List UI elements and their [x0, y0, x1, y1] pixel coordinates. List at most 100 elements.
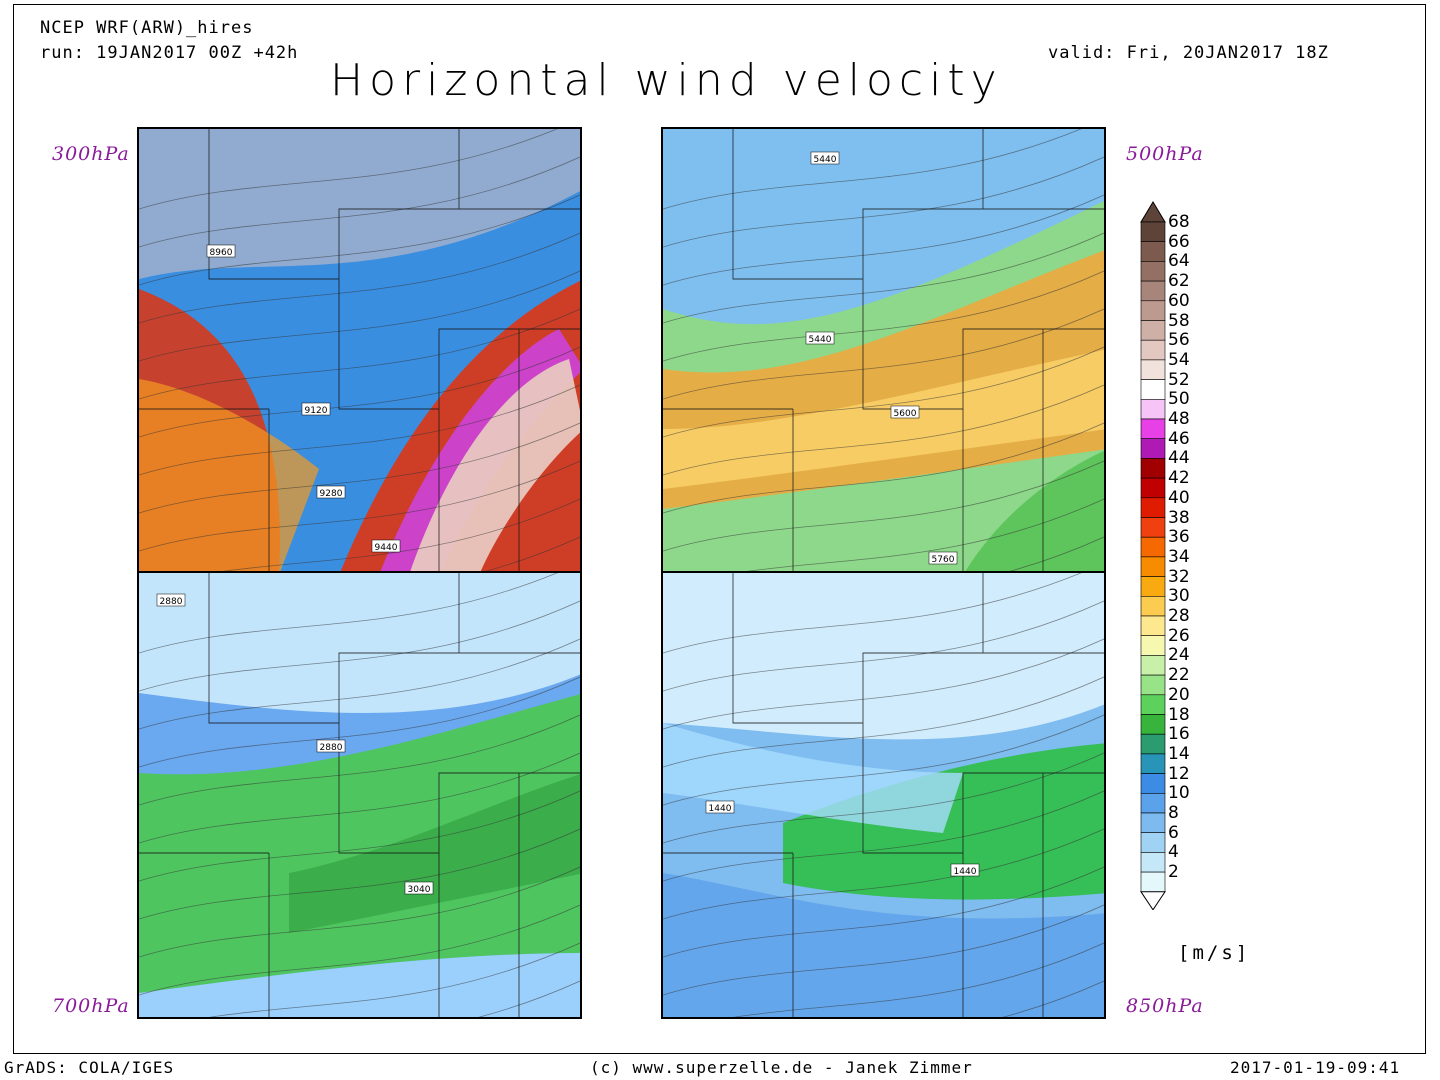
colorbar-tick-label: 58 — [1168, 310, 1190, 331]
colorbar-swatch — [1140, 517, 1166, 538]
colorbar-tick-label: 30 — [1168, 586, 1190, 607]
svg-text:2880: 2880 — [320, 743, 343, 753]
colorbar-swatch — [1140, 497, 1166, 518]
colorbar-tick-label: 34 — [1168, 546, 1190, 567]
colorbar-swatch — [1140, 852, 1166, 873]
level-label-850: 850hPa — [1126, 995, 1204, 1017]
svg-text:9280: 9280 — [320, 489, 343, 499]
colorbar-swatch — [1140, 832, 1166, 853]
colorbar-tick-label: 6 — [1168, 822, 1179, 843]
colorbar-tick-label: 4 — [1168, 842, 1179, 863]
colorbar-tick-label: 64 — [1168, 251, 1190, 272]
colorbar-tick-label: 38 — [1168, 507, 1190, 528]
colorbar-tick-label: 46 — [1168, 428, 1190, 449]
colorbar-swatch — [1140, 773, 1166, 794]
colorbar-tick-label: 14 — [1168, 743, 1190, 764]
colorbar-swatch — [1140, 595, 1166, 617]
colorbar-swatch — [1140, 359, 1166, 380]
level-label-300: 300hPa — [52, 143, 130, 165]
model-name: NCEP WRF(ARW)_hires — [40, 18, 254, 38]
colorbar-tick-label: 54 — [1168, 349, 1190, 370]
colorbar-tick-label: 52 — [1168, 369, 1190, 390]
colorbar-swatch — [1140, 398, 1166, 420]
colorbar-tick-label: 10 — [1168, 783, 1190, 804]
map-panel-300hpa: 8960 9120 9280 9440 — [137, 127, 582, 573]
figure-frame — [13, 4, 1426, 1054]
colorbar-swatch — [1140, 261, 1166, 282]
footer-timestamp: 2017-01-19-09:41 — [1230, 1058, 1401, 1077]
level-label-700: 700hPa — [52, 995, 130, 1017]
contour-label: 5600 — [890, 405, 920, 419]
contour-label: 1440 — [950, 863, 980, 877]
colorbar-tick-label: 28 — [1168, 606, 1190, 626]
colorbar-swatch — [1140, 280, 1166, 302]
map-title: Horizontal wind velocity — [330, 55, 1003, 106]
colorbar-tick-label: 44 — [1168, 448, 1190, 469]
colorbar-tick-label: 24 — [1168, 645, 1190, 666]
colorbar-swatch — [1140, 379, 1166, 400]
colorbar-swatch — [1140, 871, 1166, 893]
colorbar-swatch — [1140, 674, 1166, 696]
colorbar-tick-label: 22 — [1168, 665, 1190, 686]
colorbar-swatch — [1140, 714, 1166, 735]
svg-text:1440: 1440 — [954, 867, 977, 877]
wind-field-svg: 8960 9120 9280 9440 — [139, 129, 580, 571]
colorbar-arrow-top — [1140, 201, 1166, 223]
colorbar-tick-label: 20 — [1168, 684, 1190, 705]
colorbar-swatch — [1140, 300, 1166, 321]
colorbar-swatch — [1140, 438, 1166, 459]
contour-label: 9280 — [316, 485, 346, 499]
colorbar-tick-label: 50 — [1168, 389, 1190, 410]
svg-text:5600: 5600 — [894, 409, 917, 419]
colorbar-tick-label: 26 — [1168, 625, 1190, 646]
svg-text:5760: 5760 — [932, 555, 955, 565]
colorbar-swatch — [1140, 812, 1166, 833]
contour-label: 5760 — [928, 551, 958, 565]
colorbar-tick-label: 48 — [1168, 409, 1190, 429]
svg-text:5440: 5440 — [814, 155, 837, 165]
contour-label: 8960 — [206, 244, 236, 258]
colorbar-tick-label: 68 — [1168, 212, 1190, 232]
colorbar-tick-label: 32 — [1168, 566, 1190, 587]
colorbar-swatch — [1140, 556, 1166, 577]
colorbar-swatch — [1140, 792, 1166, 814]
colorbar-swatch — [1140, 418, 1166, 439]
colorbar-tick-label: 56 — [1168, 330, 1190, 351]
colorbar-swatch — [1140, 477, 1166, 499]
map-panel-850hpa: 1440 1440 — [661, 571, 1106, 1019]
contour-label: 5440 — [805, 331, 835, 345]
colorbar-tick-label: 66 — [1168, 231, 1190, 252]
svg-text:1440: 1440 — [709, 804, 732, 814]
colorbar-svg — [1140, 201, 1166, 911]
colorbar-swatch — [1140, 221, 1166, 242]
contour-label: 2880 — [316, 739, 346, 753]
map-panel-500hpa: 5440 5440 5600 5760 — [661, 127, 1106, 573]
colorbar-tick-label: 42 — [1168, 468, 1190, 489]
colorbar — [1140, 200, 1166, 914]
colorbar-tick-label: 18 — [1168, 704, 1190, 725]
run-info: run: 19JAN2017 00Z +42h — [40, 43, 299, 63]
colorbar-arrow-bottom — [1140, 891, 1166, 911]
colorbar-swatch — [1140, 753, 1166, 774]
svg-text:2880: 2880 — [160, 597, 183, 607]
contour-label: 3040 — [404, 881, 434, 895]
colorbar-swatch — [1140, 615, 1166, 636]
valid-time: valid: Fri, 20JAN2017 18Z — [1048, 43, 1329, 63]
units-label: [m/s] — [1178, 942, 1251, 964]
colorbar-swatch — [1140, 694, 1166, 715]
colorbar-swatch — [1140, 241, 1166, 262]
colorbar-swatch — [1140, 635, 1166, 656]
colorbar-tick-label: 12 — [1168, 763, 1190, 784]
colorbar-swatch — [1140, 576, 1166, 597]
contour-label: 9440 — [371, 539, 401, 553]
colorbar-swatch — [1140, 733, 1166, 755]
contour-label: 1440 — [705, 800, 735, 814]
svg-text:9440: 9440 — [375, 543, 398, 553]
colorbar-tick-label: 2 — [1168, 862, 1179, 883]
contour-label: 9120 — [301, 402, 331, 416]
svg-text:5440: 5440 — [809, 335, 832, 345]
footer-credit: (c) www.superzelle.de - Janek Zimmer — [590, 1058, 973, 1077]
colorbar-tick-label: 60 — [1168, 290, 1190, 311]
wind-field-svg: 5440 5440 5600 5760 — [663, 129, 1104, 571]
colorbar-swatch — [1140, 458, 1166, 479]
